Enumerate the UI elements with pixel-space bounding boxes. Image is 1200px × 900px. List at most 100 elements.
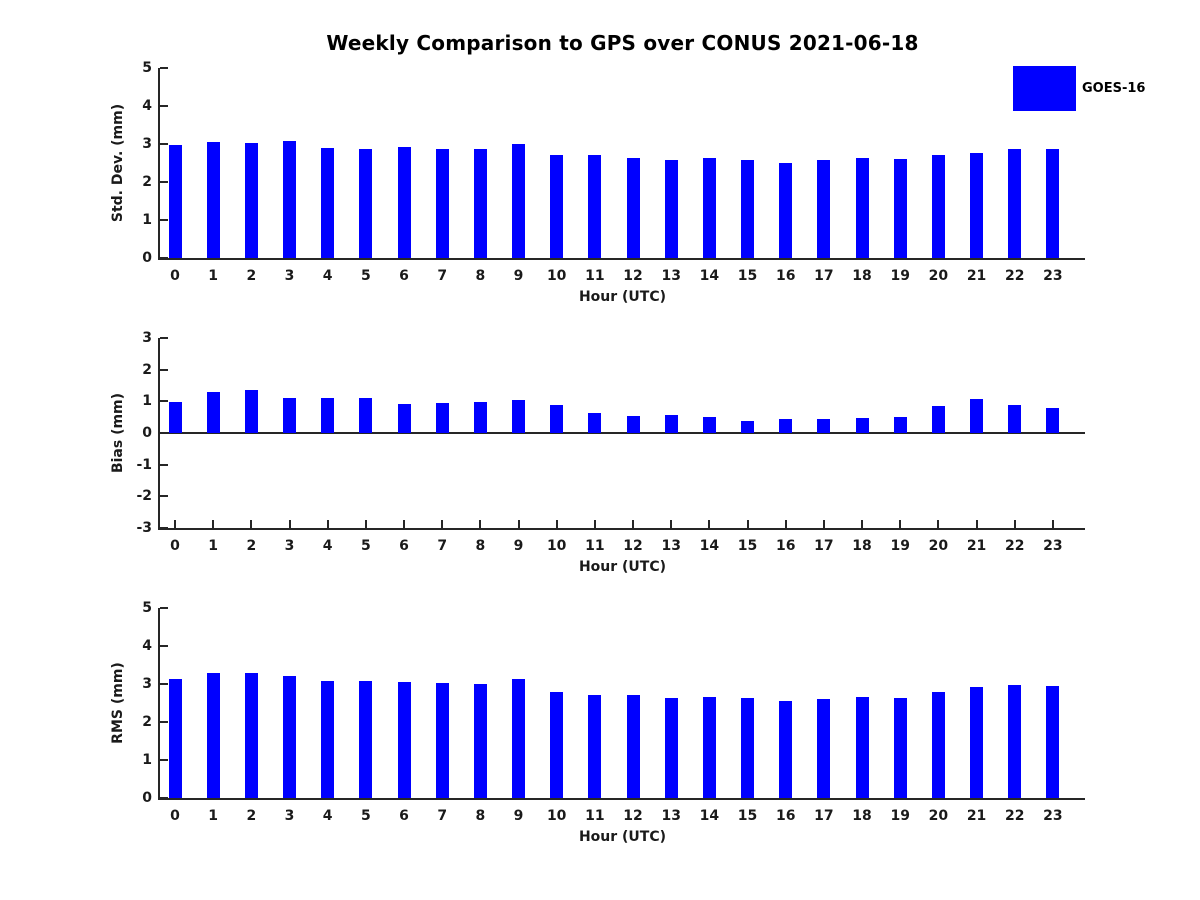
x-tick-label: 12 — [623, 538, 643, 554]
x-tick-label: 21 — [966, 808, 987, 824]
bar-hour-1 — [206, 391, 220, 433]
x-tick-label: 8 — [475, 808, 486, 824]
x-tick — [632, 520, 635, 528]
y-tick — [160, 527, 168, 529]
y-tick-label: 1 — [142, 393, 152, 410]
x-tick-label: 4 — [322, 538, 333, 554]
x-tick-label: 12 — [623, 808, 643, 824]
bar-hour-10 — [550, 155, 564, 258]
x-tick-label: 22 — [1004, 538, 1025, 554]
y-tick — [160, 463, 168, 466]
x-tick-label: 7 — [437, 538, 448, 554]
x-tick-label: 16 — [775, 538, 796, 554]
bar-hour-13 — [664, 698, 678, 798]
y-tick-label: 1 — [142, 212, 152, 228]
x-tick-label: 9 — [513, 808, 524, 824]
bar-hour-11 — [588, 155, 602, 258]
x-axis-line — [158, 798, 1085, 800]
x-tick — [899, 520, 902, 528]
bar-hour-19 — [893, 158, 907, 258]
bar-hour-13 — [664, 414, 678, 433]
x-tick-label: 23 — [1043, 538, 1063, 554]
zero-line — [160, 432, 1085, 434]
bar-hour-17 — [817, 699, 831, 798]
bar-hour-3 — [283, 398, 296, 433]
bar-hour-15 — [741, 421, 755, 433]
y-tick-label: 2 — [142, 361, 152, 378]
y-tick — [160, 368, 168, 371]
bar-hour-21 — [970, 687, 984, 798]
y-tick-label: 2 — [142, 714, 152, 730]
bar-hour-23 — [1046, 685, 1060, 798]
bar-hour-4 — [321, 147, 335, 258]
x-tick — [746, 520, 749, 528]
bar-hour-5 — [359, 148, 373, 258]
bar-hour-14 — [702, 416, 716, 433]
x-tick-label: 21 — [966, 538, 987, 554]
x-tick-label: 6 — [399, 808, 409, 824]
bar-hour-12 — [626, 157, 640, 258]
bar-hour-17 — [817, 419, 831, 433]
x-tick-label: 15 — [737, 538, 758, 554]
x-tick-label: 8 — [475, 538, 486, 554]
figure-title: Weekly Comparison to GPS over CONUS 2021… — [326, 31, 919, 55]
x-tick-label: 9 — [513, 538, 524, 554]
bar-hour-8 — [473, 402, 487, 433]
x-tick-label: 14 — [699, 808, 720, 824]
x-tick — [708, 520, 711, 528]
bar-hour-8 — [473, 684, 487, 798]
y-tick — [160, 432, 168, 434]
bar-hour-22 — [1008, 405, 1022, 433]
y-axis-title: Bias (mm) — [110, 392, 126, 474]
bar-hour-5 — [359, 680, 373, 798]
y-tick-label: 2 — [142, 174, 152, 190]
bar-hour-16 — [779, 162, 793, 258]
bar-hour-20 — [931, 155, 945, 258]
y-tick — [160, 495, 168, 498]
x-tick — [593, 520, 596, 528]
legend-label-goes16: GOES-16 — [1082, 81, 1146, 96]
x-tick-label: 17 — [814, 538, 834, 554]
x-tick-label: 7 — [437, 268, 448, 284]
x-tick — [861, 520, 864, 528]
x-tick — [937, 520, 940, 528]
bar-hour-2 — [244, 390, 258, 433]
bar-hour-22 — [1008, 148, 1022, 258]
bar-hour-2 — [244, 143, 258, 258]
x-tick — [288, 520, 291, 528]
y-tick — [160, 683, 168, 685]
x-tick-label: 19 — [890, 808, 910, 824]
x-tick-label: 13 — [661, 268, 681, 284]
bar-hour-21 — [970, 153, 984, 258]
bar-hour-6 — [397, 682, 411, 798]
x-tick-label: 20 — [928, 268, 949, 284]
bar-hour-18 — [855, 697, 869, 798]
bar-hour-3 — [283, 675, 296, 798]
x-tick — [1051, 520, 1054, 528]
bar-hour-15 — [741, 159, 755, 258]
y-tick — [160, 143, 168, 145]
bar-hour-8 — [473, 148, 487, 258]
x-tick-label: 18 — [852, 268, 872, 284]
x-tick-label: 4 — [322, 268, 333, 284]
x-tick-label: 21 — [966, 268, 987, 284]
x-tick-label: 2 — [246, 808, 257, 824]
y-tick-label: -2 — [136, 488, 152, 505]
x-tick — [975, 520, 978, 528]
x-tick — [670, 520, 673, 528]
y-tick-label: 0 — [142, 425, 152, 441]
x-tick — [326, 520, 329, 528]
bar-hour-10 — [550, 691, 564, 798]
bar-hour-7 — [435, 683, 449, 798]
bar-hour-2 — [244, 673, 258, 798]
x-tick — [441, 520, 444, 528]
bar-hour-6 — [397, 403, 411, 433]
bar-hour-11 — [588, 413, 602, 433]
bar-hour-9 — [512, 144, 526, 258]
x-tick-label: 10 — [546, 268, 567, 284]
bar-hour-21 — [970, 399, 984, 433]
y-tick — [160, 645, 168, 647]
x-tick-label: 1 — [208, 268, 219, 284]
y-tick-label: 5 — [142, 60, 152, 76]
